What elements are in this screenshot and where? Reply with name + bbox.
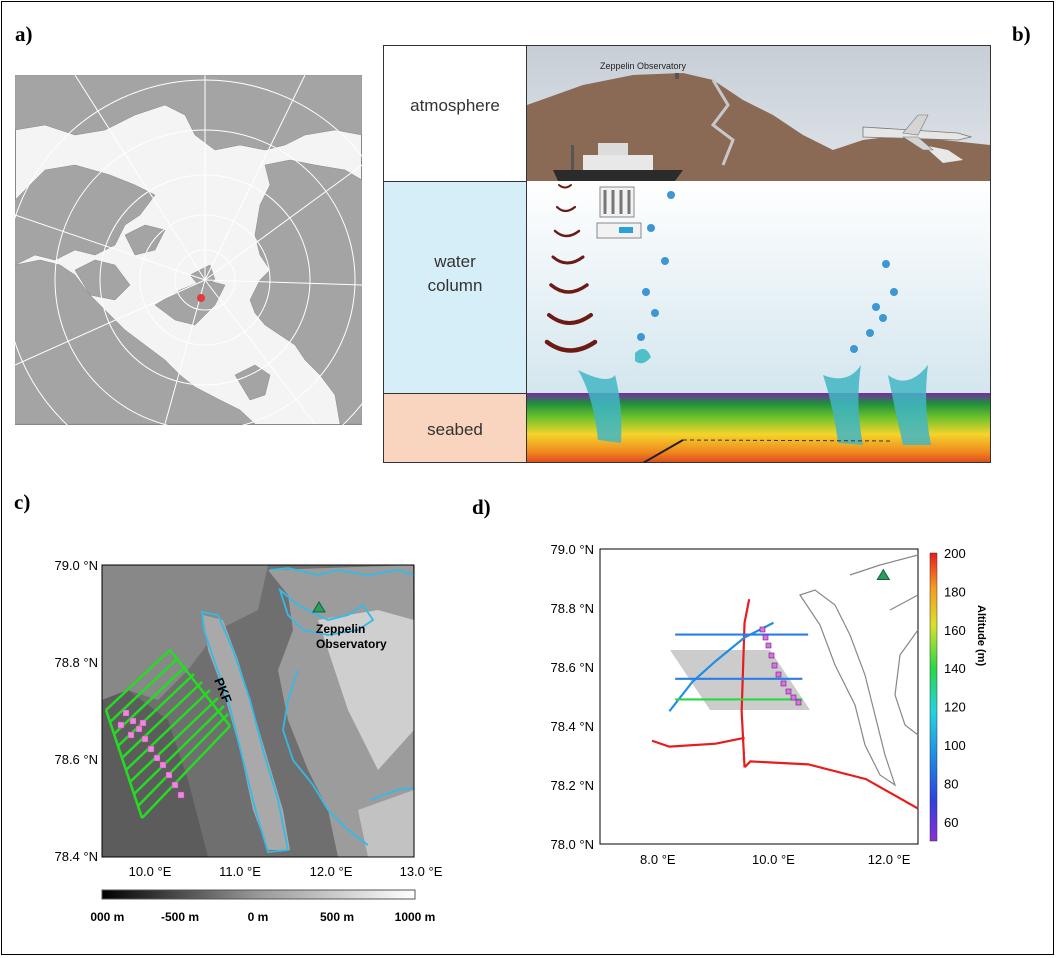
y-tick: 79.0 °N: [54, 558, 98, 573]
colorbar-tick: 1000 m: [395, 910, 436, 924]
seabed-layer-box: [383, 393, 527, 463]
x-tick: 11.0 °E: [219, 864, 261, 879]
echosounder-beam: [544, 184, 598, 353]
snow-patch-right: [923, 145, 963, 163]
water-column-label-line2: column: [428, 276, 483, 295]
colorbar-tick: -1000 m: [90, 910, 124, 924]
mountain: [527, 73, 990, 181]
y-tick-label: 79.0 °N: [550, 542, 594, 557]
colorbar-tick-label: 80: [944, 776, 958, 791]
flight-track-line: [651, 736, 745, 748]
panel-label-a: a): [15, 22, 33, 46]
altitude-colorbar: [929, 552, 938, 842]
water-column-label-line1: water: [433, 252, 476, 271]
y-tick-label: 78.0 °N: [550, 837, 594, 852]
y-tick: 78.4 °N: [54, 849, 98, 864]
y-tick-label: 78.8 °N: [550, 601, 594, 616]
zeppelin-observatory-label: Zeppelin Observatory: [600, 61, 687, 71]
y-tick: 78.8 °N: [54, 655, 98, 670]
bathymetry-colorbar: -1000 m -500 m 0 m 500 m 1000 m: [80, 885, 460, 930]
flight-chart-panel: 79.0 °N 78.8 °N 78.6 °N 78.4 °N 78.2 °N 78.0 …: [520, 535, 1050, 880]
bathymetry-map: Zeppelin Observatory PKF 79.0 °N 78.8 °N…: [54, 558, 443, 879]
panel-label-c: c): [14, 490, 31, 514]
ship-survey-tracks: [104, 649, 231, 819]
y-tick-label: 78.2 °N: [550, 778, 594, 793]
colorbar-tick: 0 m: [248, 910, 269, 924]
seep-samples-d: [759, 626, 802, 706]
observatory-building: [675, 73, 679, 79]
illustration-frame: [526, 45, 991, 463]
seabed-profile-line: [682, 439, 894, 442]
zeppelin-station-marker-d: [876, 568, 891, 581]
seabed-label: seabed: [427, 420, 483, 439]
x-tick: 12.0 °E: [310, 864, 353, 879]
forlandet-ridge: [203, 615, 290, 850]
sampling-rosette: [596, 186, 642, 239]
gas-bubbles: [637, 191, 898, 353]
schematic-diagram: atmosphere water column seabed Zeppelin …: [383, 45, 991, 464]
panel-label-b: b): [1012, 22, 1031, 46]
x-tick-label: 10.0 °E: [752, 852, 795, 867]
seabed-fault-line: [642, 439, 684, 464]
atmosphere-label: atmosphere: [410, 96, 500, 115]
colorbar-tick: -500 m: [161, 910, 199, 924]
coastline-spitsbergen: [849, 554, 919, 736]
y-tick-label: 78.4 °N: [550, 719, 594, 734]
panel-label-d: d): [472, 495, 491, 519]
zeppelin-label-line1: Zeppelin: [316, 622, 365, 636]
research-ship: [553, 143, 683, 181]
shelf-shallow: [102, 565, 268, 700]
coastline-forlandet: [799, 589, 897, 787]
x-tick: 13.0 °E: [400, 864, 443, 879]
bubble-plume-small: [635, 348, 651, 364]
zeppelin-label-line2: Observatory: [316, 637, 387, 651]
snow-patch: [710, 79, 735, 166]
flight-track-line: [740, 598, 751, 768]
zeppelin-station-marker: [312, 601, 326, 613]
colorbar-tick-label: 160: [944, 623, 966, 638]
arctic-map-panel: [4, 74, 406, 481]
flight-altitude-chart: 79.0 °N 78.8 °N 78.6 °N 78.4 °N 78.2 °N 78.0 …: [550, 542, 987, 867]
zero-depth-contours: [200, 567, 415, 853]
flight-track-line: [743, 760, 919, 810]
colorbar-label: Altitude (m): [975, 605, 987, 666]
colorbar-tick: 500 m: [320, 910, 354, 924]
bathymetry-map-panel: Zeppelin Observatory PKF 79.0 °N 78.8 °N…: [18, 550, 458, 885]
colorbar-tick-label: 100: [944, 738, 966, 753]
x-tick: 10.0 °E: [129, 864, 172, 879]
flight-tracks: [651, 598, 919, 810]
schematic-panel: atmosphere water column seabed Zeppelin …: [383, 45, 991, 464]
colorbar-tick-label: 120: [944, 700, 966, 715]
research-aircraft: [862, 114, 973, 151]
atmosphere-layer-box: [383, 45, 527, 182]
x-tick-label: 8.0 °E: [640, 852, 676, 867]
y-tick: 78.6 °N: [54, 752, 98, 767]
water-column-layer-box: [383, 181, 527, 394]
seep-plumes: [578, 365, 931, 445]
colorbar-gradient: [101, 889, 416, 900]
highland-south: [358, 790, 414, 857]
map-border: [101, 564, 415, 858]
y-tick-label: 78.6 °N: [550, 660, 594, 675]
svalbard-location-marker: [197, 294, 205, 302]
water: [527, 181, 990, 393]
colorbar-tick-label: 180: [944, 584, 966, 599]
colorbar-tick-label: 200: [944, 546, 966, 561]
flight-track-line: [668, 621, 774, 712]
colorbar-tick-label: 60: [944, 815, 958, 830]
x-tick-label: 12.0 °E: [868, 852, 911, 867]
seep-samples: [117, 709, 185, 799]
colorbar-tick-label: 140: [944, 661, 966, 676]
highland: [318, 610, 414, 770]
arctic-map: [4, 74, 406, 481]
